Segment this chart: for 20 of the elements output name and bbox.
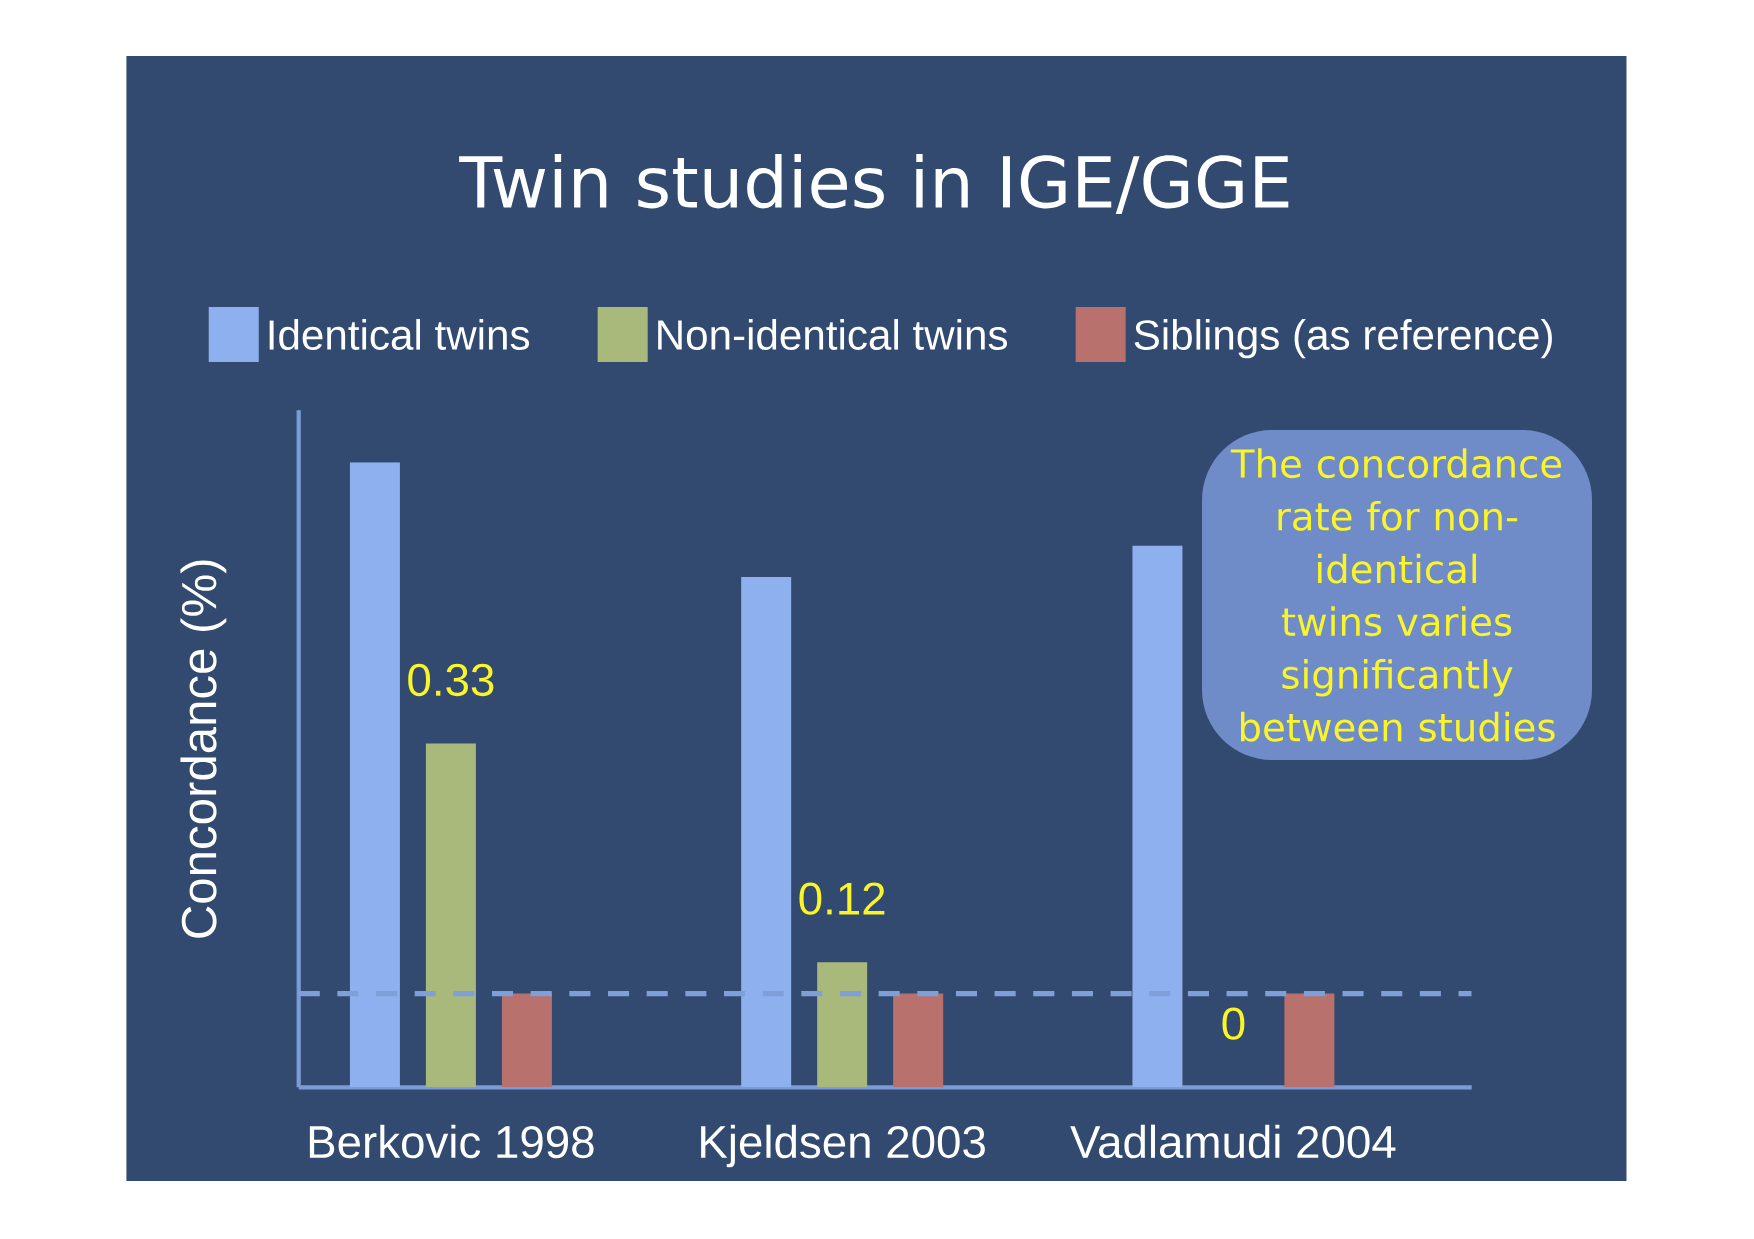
y-axis-title: Concordance (%): [180, 560, 227, 938]
data-label: 0: [1222, 1007, 1245, 1040]
bar: [893, 993, 944, 1088]
bar: [425, 743, 476, 1088]
legend-label: Non-identical twins: [658, 319, 1008, 350]
bar: [817, 962, 868, 1088]
legend-label: Siblings (as reference): [1134, 319, 1552, 359]
x-tick-label: Vadlamudi 2004: [1070, 1124, 1396, 1159]
x-tick-label: Berkovic 1998: [309, 1124, 594, 1159]
bar: [741, 576, 792, 1088]
bar: [349, 462, 400, 1088]
bar: [1284, 993, 1335, 1088]
legend-label: Identical twins: [269, 319, 530, 350]
annotation: The concordance rate for non-identical twins varies significantly between studies: [1230, 448, 1562, 742]
bar: [501, 993, 552, 1088]
data-label: 0.12: [799, 882, 885, 915]
bar: [1132, 545, 1183, 1088]
data-label: 0.33: [408, 663, 494, 697]
x-tick-label: Kjeldsen 2003: [701, 1124, 985, 1168]
chart-title: Twin studies in IGE/GGE: [459, 154, 1289, 214]
